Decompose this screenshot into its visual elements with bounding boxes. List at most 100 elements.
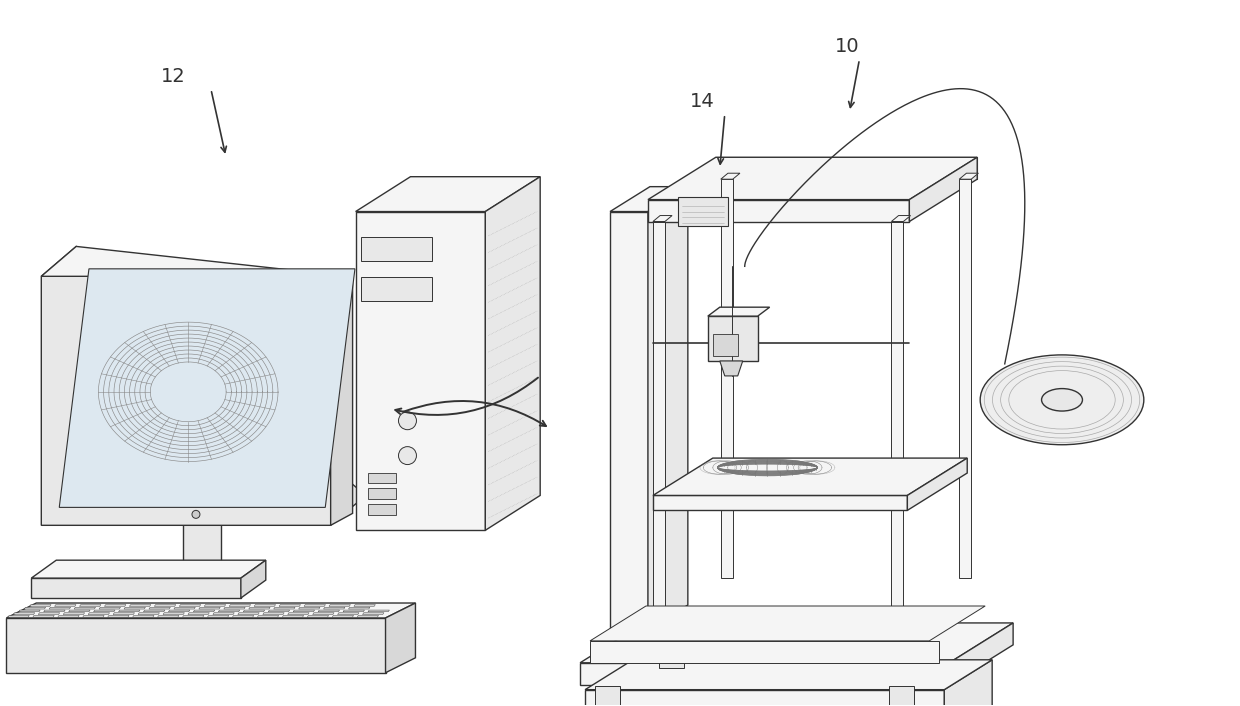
Polygon shape — [580, 623, 1013, 663]
Polygon shape — [249, 607, 270, 609]
Polygon shape — [357, 616, 378, 617]
Polygon shape — [30, 604, 51, 606]
Polygon shape — [708, 307, 770, 316]
Polygon shape — [193, 610, 215, 612]
Polygon shape — [108, 616, 129, 617]
Polygon shape — [324, 607, 345, 609]
Polygon shape — [229, 604, 250, 606]
Polygon shape — [268, 610, 290, 612]
Polygon shape — [353, 604, 376, 606]
Polygon shape — [485, 176, 541, 530]
Bar — [960, 179, 971, 578]
Polygon shape — [274, 607, 295, 609]
Polygon shape — [182, 616, 203, 617]
Polygon shape — [649, 157, 977, 200]
Bar — [649, 200, 909, 222]
Polygon shape — [331, 276, 352, 525]
Polygon shape — [329, 604, 351, 606]
Polygon shape — [174, 607, 196, 609]
Bar — [595, 686, 620, 706]
Polygon shape — [238, 613, 259, 614]
Bar — [653, 496, 908, 510]
Polygon shape — [68, 610, 91, 612]
Ellipse shape — [1042, 388, 1083, 411]
Polygon shape — [205, 604, 226, 606]
Polygon shape — [188, 613, 210, 614]
Polygon shape — [60, 269, 355, 508]
Polygon shape — [144, 610, 165, 612]
Polygon shape — [154, 604, 176, 606]
Polygon shape — [892, 215, 910, 222]
Polygon shape — [182, 513, 228, 520]
Polygon shape — [254, 604, 275, 606]
Polygon shape — [7, 616, 30, 617]
Polygon shape — [169, 610, 190, 612]
Polygon shape — [232, 616, 254, 617]
Polygon shape — [157, 616, 179, 617]
Polygon shape — [88, 613, 109, 614]
Bar — [889, 686, 914, 706]
Polygon shape — [207, 616, 229, 617]
Circle shape — [192, 510, 200, 518]
Polygon shape — [610, 186, 688, 212]
Polygon shape — [362, 613, 384, 614]
Bar — [367, 489, 396, 499]
Polygon shape — [63, 613, 84, 614]
Polygon shape — [19, 610, 40, 612]
Polygon shape — [180, 604, 201, 606]
Bar — [182, 520, 221, 580]
Bar — [361, 237, 432, 261]
Polygon shape — [198, 607, 221, 609]
Polygon shape — [332, 616, 353, 617]
Polygon shape — [368, 610, 389, 612]
Polygon shape — [14, 613, 35, 614]
Polygon shape — [649, 186, 688, 630]
Bar — [367, 504, 396, 515]
Polygon shape — [258, 616, 279, 617]
Bar — [585, 690, 945, 706]
Polygon shape — [241, 560, 265, 598]
Polygon shape — [908, 458, 967, 510]
Bar — [590, 641, 939, 663]
Polygon shape — [356, 176, 541, 212]
Polygon shape — [719, 361, 743, 376]
Polygon shape — [223, 607, 246, 609]
Polygon shape — [319, 610, 340, 612]
Bar — [580, 663, 950, 685]
Polygon shape — [93, 610, 115, 612]
Polygon shape — [293, 610, 315, 612]
Polygon shape — [129, 604, 151, 606]
Polygon shape — [386, 603, 415, 673]
Polygon shape — [312, 613, 334, 614]
Bar — [720, 179, 733, 578]
Bar — [708, 316, 758, 361]
Polygon shape — [304, 604, 325, 606]
Text: 14: 14 — [689, 92, 714, 111]
Polygon shape — [343, 610, 365, 612]
Polygon shape — [945, 660, 992, 706]
Text: 10: 10 — [835, 37, 859, 56]
Polygon shape — [79, 604, 100, 606]
Circle shape — [398, 412, 417, 430]
Polygon shape — [585, 660, 992, 690]
Bar — [658, 646, 683, 668]
Polygon shape — [162, 613, 185, 614]
Polygon shape — [83, 616, 104, 617]
Bar — [31, 578, 241, 598]
Bar — [356, 212, 485, 530]
Polygon shape — [279, 604, 300, 606]
Ellipse shape — [980, 355, 1143, 445]
Bar — [713, 333, 738, 356]
Polygon shape — [610, 212, 649, 630]
Polygon shape — [348, 607, 370, 609]
Polygon shape — [590, 606, 986, 641]
Polygon shape — [32, 616, 55, 617]
Polygon shape — [74, 607, 95, 609]
Polygon shape — [138, 613, 160, 614]
Polygon shape — [119, 610, 140, 612]
Polygon shape — [263, 613, 284, 614]
Polygon shape — [55, 604, 76, 606]
Bar — [653, 222, 665, 620]
Polygon shape — [653, 458, 967, 496]
Polygon shape — [38, 613, 60, 614]
